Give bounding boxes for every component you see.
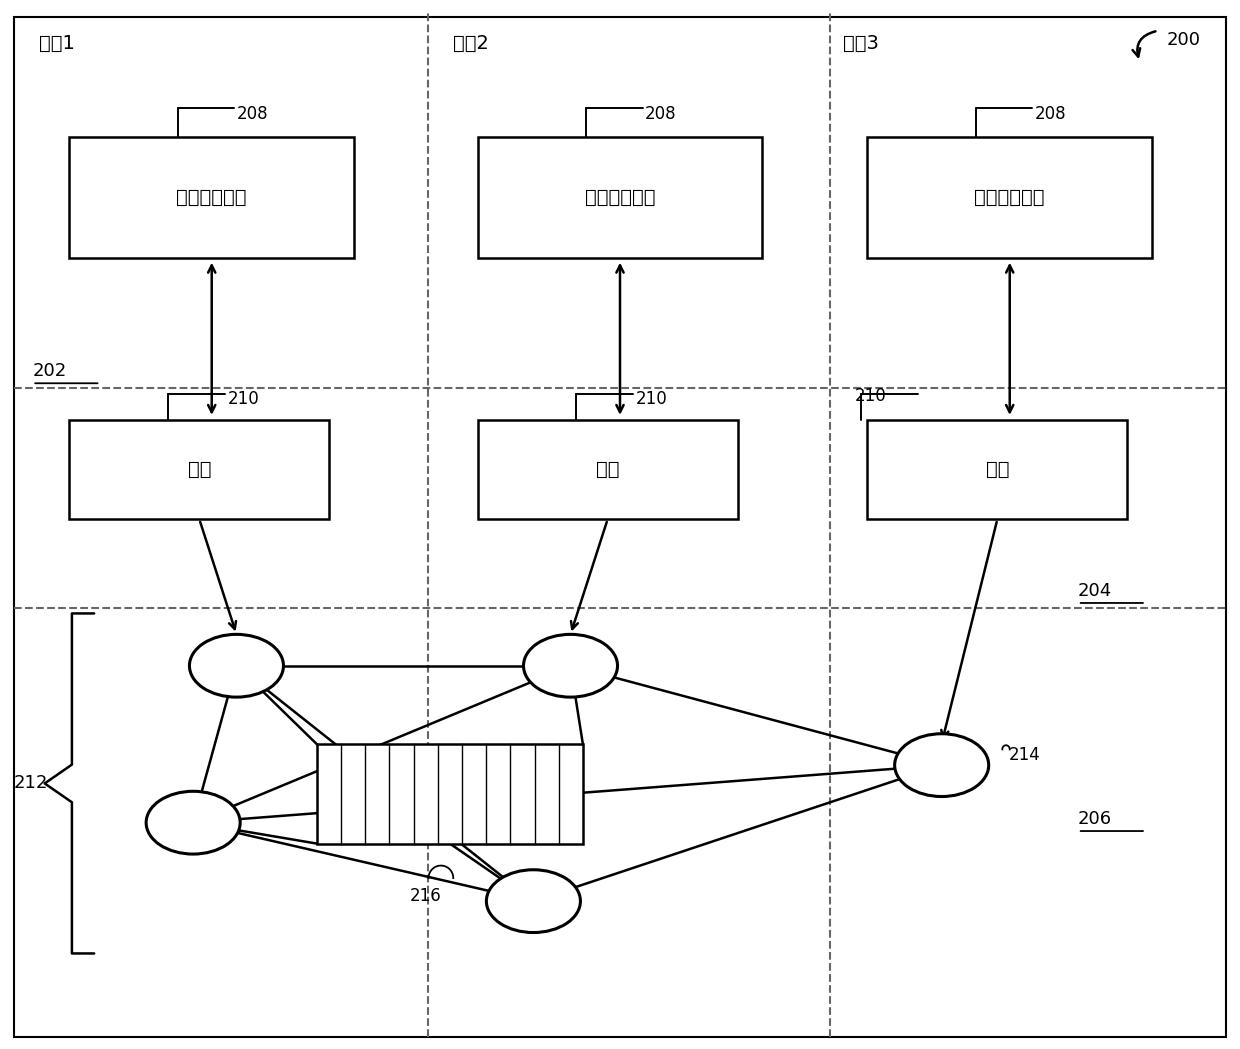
- Ellipse shape: [146, 791, 241, 854]
- Text: 交易管理系统: 交易管理系统: [975, 188, 1045, 207]
- Text: 实体2: 实体2: [453, 34, 489, 52]
- Ellipse shape: [523, 635, 618, 698]
- Text: 208: 208: [1035, 105, 1066, 123]
- Text: 接口: 接口: [596, 461, 619, 479]
- Bar: [317, 744, 583, 843]
- Bar: [868, 420, 1127, 519]
- Text: 200: 200: [1167, 31, 1200, 49]
- Ellipse shape: [190, 635, 284, 698]
- Bar: [868, 137, 1152, 258]
- Text: 接口: 接口: [986, 461, 1009, 479]
- Bar: [477, 137, 763, 258]
- Text: 210: 210: [636, 390, 667, 408]
- Text: 202: 202: [32, 362, 67, 380]
- Text: 交易管理系统: 交易管理系统: [176, 188, 247, 207]
- Bar: [477, 420, 738, 519]
- Text: 210: 210: [856, 387, 887, 405]
- Bar: [69, 420, 330, 519]
- Ellipse shape: [895, 733, 988, 796]
- Text: 204: 204: [1078, 582, 1112, 600]
- Text: 实体3: 实体3: [843, 34, 879, 52]
- Text: 216: 216: [410, 887, 441, 905]
- Bar: [69, 137, 353, 258]
- Ellipse shape: [486, 870, 580, 933]
- Text: 208: 208: [237, 105, 269, 123]
- Text: 214: 214: [1008, 746, 1040, 764]
- Text: 212: 212: [14, 774, 48, 792]
- Text: 交易管理系统: 交易管理系统: [585, 188, 655, 207]
- Text: 实体1: 实体1: [38, 34, 74, 52]
- Text: 210: 210: [228, 390, 259, 408]
- Text: 206: 206: [1078, 810, 1112, 828]
- Text: 208: 208: [645, 105, 677, 123]
- Text: 接口: 接口: [187, 461, 211, 479]
